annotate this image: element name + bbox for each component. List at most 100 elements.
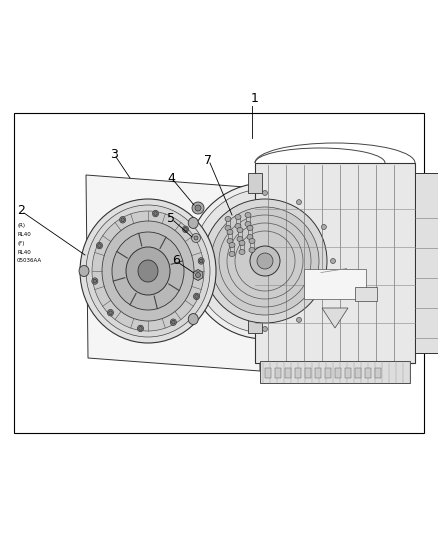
Bar: [365, 368, 371, 378]
Ellipse shape: [247, 225, 253, 230]
Text: 05036AA: 05036AA: [17, 259, 42, 263]
Ellipse shape: [188, 313, 198, 325]
Bar: [226, 220, 230, 228]
Ellipse shape: [194, 293, 200, 300]
Ellipse shape: [195, 295, 198, 298]
Bar: [285, 368, 291, 378]
Ellipse shape: [198, 257, 204, 264]
Ellipse shape: [192, 202, 204, 214]
Bar: [305, 368, 311, 378]
Ellipse shape: [154, 212, 157, 215]
Bar: [415, 173, 438, 353]
Ellipse shape: [195, 272, 201, 278]
Bar: [335, 368, 341, 378]
Bar: [228, 233, 232, 241]
Bar: [345, 368, 351, 378]
Bar: [238, 231, 242, 239]
Ellipse shape: [126, 247, 170, 295]
Ellipse shape: [227, 230, 233, 235]
Ellipse shape: [249, 247, 255, 253]
Ellipse shape: [194, 236, 198, 240]
FancyArrowPatch shape: [321, 268, 346, 272]
Bar: [250, 242, 254, 250]
Ellipse shape: [227, 238, 233, 244]
Text: RL40: RL40: [17, 249, 31, 254]
Bar: [248, 229, 252, 237]
Text: 4: 4: [167, 173, 175, 185]
Bar: [230, 246, 234, 254]
Circle shape: [211, 207, 319, 315]
Circle shape: [262, 327, 268, 332]
Ellipse shape: [247, 235, 253, 239]
Ellipse shape: [152, 211, 159, 217]
Bar: [14, 113, 424, 433]
Bar: [246, 216, 250, 224]
Bar: [295, 368, 301, 378]
Ellipse shape: [92, 278, 98, 284]
Ellipse shape: [237, 228, 243, 232]
Ellipse shape: [98, 244, 101, 247]
Text: 7: 7: [204, 155, 212, 167]
Ellipse shape: [86, 205, 210, 337]
Circle shape: [257, 253, 273, 269]
FancyBboxPatch shape: [304, 269, 366, 299]
Ellipse shape: [121, 218, 124, 222]
Ellipse shape: [172, 320, 175, 324]
Bar: [260, 361, 410, 383]
Ellipse shape: [245, 222, 251, 227]
Circle shape: [250, 246, 280, 276]
Text: RL40: RL40: [17, 231, 31, 237]
Bar: [255, 163, 415, 363]
Bar: [236, 218, 240, 226]
Ellipse shape: [170, 319, 177, 326]
Text: (R): (R): [17, 222, 25, 228]
Ellipse shape: [239, 249, 245, 254]
Ellipse shape: [229, 252, 235, 256]
Bar: [355, 287, 377, 301]
Text: 3: 3: [110, 149, 118, 161]
Ellipse shape: [249, 238, 255, 244]
Ellipse shape: [237, 237, 243, 241]
Ellipse shape: [225, 225, 231, 230]
Circle shape: [321, 224, 326, 230]
Bar: [315, 368, 321, 378]
Ellipse shape: [120, 216, 126, 223]
Circle shape: [297, 200, 301, 205]
Text: 1: 1: [251, 92, 259, 105]
Text: 2: 2: [17, 205, 25, 217]
Circle shape: [193, 189, 337, 333]
Circle shape: [187, 183, 343, 339]
Ellipse shape: [183, 226, 188, 232]
Ellipse shape: [235, 223, 241, 229]
Bar: [375, 368, 381, 378]
Ellipse shape: [79, 265, 89, 277]
Polygon shape: [193, 270, 203, 280]
Ellipse shape: [139, 327, 142, 330]
Circle shape: [297, 317, 301, 322]
Ellipse shape: [225, 216, 231, 222]
Ellipse shape: [191, 233, 201, 243]
Ellipse shape: [188, 217, 198, 229]
Text: 6: 6: [172, 254, 180, 268]
Ellipse shape: [229, 243, 235, 247]
Ellipse shape: [239, 240, 245, 246]
Ellipse shape: [102, 221, 194, 321]
Bar: [355, 368, 361, 378]
Ellipse shape: [93, 279, 96, 283]
Polygon shape: [86, 175, 260, 371]
Ellipse shape: [245, 213, 251, 217]
Bar: [240, 244, 244, 252]
Circle shape: [262, 190, 268, 196]
Bar: [248, 313, 262, 333]
Ellipse shape: [138, 260, 158, 282]
Bar: [265, 368, 271, 378]
Ellipse shape: [235, 214, 241, 220]
Ellipse shape: [109, 311, 112, 314]
Circle shape: [331, 259, 336, 263]
Bar: [248, 173, 262, 193]
Ellipse shape: [138, 325, 144, 332]
Circle shape: [321, 293, 326, 297]
Ellipse shape: [92, 211, 204, 331]
Text: (F): (F): [17, 240, 25, 246]
Ellipse shape: [199, 259, 203, 263]
